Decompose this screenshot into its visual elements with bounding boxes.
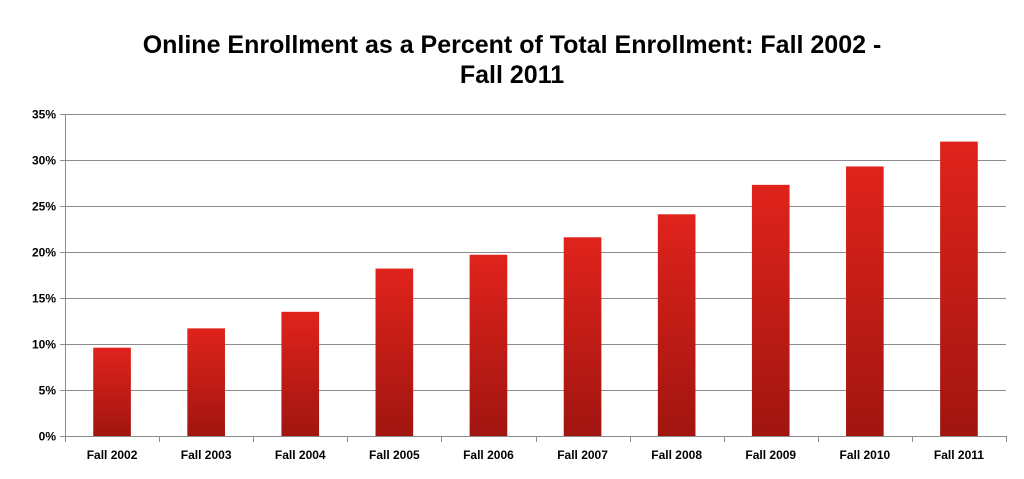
- bar-fall-2002: [93, 347, 131, 436]
- bar-fall-2009: [751, 184, 790, 436]
- bar-fall-2004: [281, 311, 320, 436]
- y-tick-label: 30%: [32, 154, 56, 168]
- x-category-label: Fall 2010: [839, 448, 890, 462]
- bar-fall-2006: [469, 254, 508, 436]
- x-category-label: Fall 2006: [463, 448, 514, 462]
- bar-fall-2010: [846, 166, 884, 436]
- y-tick-label: 35%: [32, 108, 56, 122]
- y-tick-label: 15%: [32, 292, 56, 306]
- x-category-label: Fall 2005: [369, 448, 420, 462]
- x-category-label: Fall 2003: [181, 448, 232, 462]
- x-category-label: Fall 2009: [745, 448, 796, 462]
- bar-fall-2003: [187, 328, 225, 436]
- labels: 0% 5% 10% 15% 20% 25% 30% 35% Fall 2002 Fall 2003…: [32, 108, 984, 463]
- y-tick-label: 20%: [32, 246, 56, 260]
- y-tick-label: 0%: [39, 430, 57, 444]
- x-category-label: Fall 2004: [275, 448, 326, 462]
- bars: [93, 141, 978, 436]
- chart-title: Online Enrollment as a Percent of Total …: [0, 30, 1024, 90]
- axes: [60, 114, 1007, 442]
- bar-fall-2007: [563, 237, 602, 436]
- bar-fall-2008: [657, 214, 696, 436]
- x-category-label: Fall 2008: [651, 448, 702, 462]
- chart-title-line-2: Fall 2011: [459, 61, 565, 89]
- x-category-label: Fall 2002: [87, 448, 138, 462]
- chart-title-line-1: Online Enrollment as a Percent of Total …: [142, 31, 882, 59]
- x-category-label: Fall 2011: [934, 448, 984, 462]
- y-tick-label: 5%: [39, 384, 57, 398]
- bar-fall-2005: [375, 268, 414, 436]
- y-tick-label: 10%: [32, 338, 56, 352]
- x-category-label: Fall 2007: [557, 448, 608, 462]
- y-tick-label: 25%: [32, 200, 56, 214]
- bar-fall-2011: [940, 141, 978, 436]
